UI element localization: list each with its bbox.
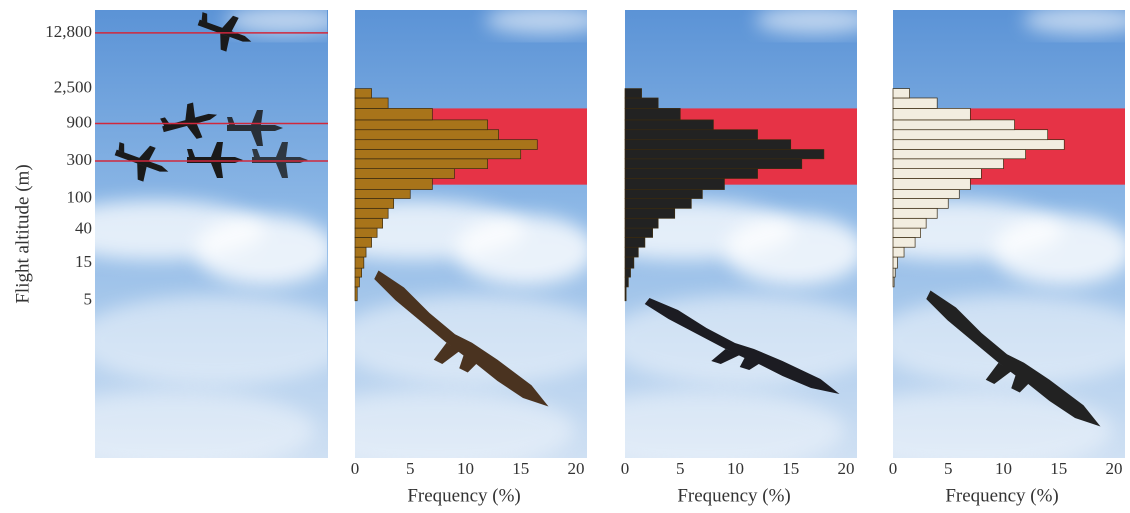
x-tick-label: 20 xyxy=(837,459,854,478)
bar xyxy=(355,268,362,277)
bar xyxy=(625,140,791,150)
bar xyxy=(625,237,645,247)
x-axis-label: Frequency (%) xyxy=(945,485,1058,506)
x-tick-label: 10 xyxy=(457,459,474,478)
bar xyxy=(625,247,638,257)
bar xyxy=(893,247,904,257)
x-tick-label: 5 xyxy=(944,459,953,478)
bar xyxy=(625,228,653,237)
bar xyxy=(625,287,626,301)
bar xyxy=(625,150,824,159)
histogram-panel: 0 5 10 15 20 Frequency (%) xyxy=(833,6,1130,506)
bar xyxy=(625,120,713,130)
y-axis-label: Flight altitude (m) xyxy=(12,164,33,303)
bar xyxy=(893,159,1003,169)
bar xyxy=(893,140,1064,150)
y-tick-label: 100 xyxy=(67,187,93,206)
x-axis-label: Frequency (%) xyxy=(407,485,520,506)
bar xyxy=(893,199,948,209)
x-tick-label: 15 xyxy=(782,459,799,478)
y-tick-label: 40 xyxy=(75,219,92,238)
x-tick-label: 10 xyxy=(727,459,744,478)
bar xyxy=(893,257,897,268)
y-tick-label: 2,500 xyxy=(54,78,92,97)
bar xyxy=(893,190,959,199)
bar xyxy=(893,237,915,247)
bar xyxy=(893,169,981,179)
x-axis-label: Frequency (%) xyxy=(677,485,790,506)
bar xyxy=(625,178,724,189)
x-tick-label: 5 xyxy=(406,459,415,478)
bar xyxy=(625,89,642,98)
bar xyxy=(893,178,970,189)
histogram-panel: 0 5 10 15 20 Frequency (%) xyxy=(565,6,885,506)
bar xyxy=(355,120,488,130)
bar xyxy=(355,190,410,199)
bar xyxy=(355,140,537,150)
bar xyxy=(625,169,758,179)
bar xyxy=(355,98,388,108)
bar xyxy=(355,257,364,268)
x-tick-label: 10 xyxy=(995,459,1012,478)
bar xyxy=(625,218,658,228)
bar xyxy=(355,130,499,140)
bar xyxy=(355,237,372,247)
x-tick-label: 20 xyxy=(1105,459,1122,478)
bar xyxy=(893,218,926,228)
bar xyxy=(893,228,921,237)
bar xyxy=(893,120,1015,130)
x-tick-label: 0 xyxy=(621,459,630,478)
bar xyxy=(893,208,937,218)
bar xyxy=(893,150,1026,159)
bar xyxy=(625,257,634,268)
x-tick-label: 0 xyxy=(889,459,898,478)
x-tick-label: 20 xyxy=(567,459,584,478)
bar xyxy=(893,108,970,119)
bar xyxy=(625,268,631,277)
bar xyxy=(893,268,895,277)
y-tick-label: 12,800 xyxy=(45,22,92,41)
x-tick-label: 15 xyxy=(512,459,529,478)
bar xyxy=(355,287,357,301)
bar xyxy=(625,159,802,169)
bar xyxy=(355,169,454,179)
y-tick-label: 15 xyxy=(75,252,92,271)
bar xyxy=(355,208,388,218)
bar xyxy=(893,89,910,98)
bar xyxy=(355,159,488,169)
x-tick-label: 5 xyxy=(676,459,685,478)
bar xyxy=(355,277,359,287)
y-tick-label: 900 xyxy=(67,112,93,131)
x-tick-label: 15 xyxy=(1050,459,1067,478)
bar xyxy=(625,130,758,140)
bar xyxy=(893,98,937,108)
bar xyxy=(625,190,702,199)
bar xyxy=(355,228,377,237)
x-tick-label: 0 xyxy=(351,459,360,478)
bar xyxy=(625,277,628,287)
bar xyxy=(355,199,394,209)
bar xyxy=(893,130,1048,140)
bar xyxy=(893,277,894,287)
bar xyxy=(355,89,372,98)
bar xyxy=(355,218,383,228)
bar xyxy=(625,199,691,209)
histogram-panel: 0 5 10 15 20 Frequency (%) xyxy=(295,6,615,506)
bar xyxy=(355,108,432,119)
y-tick-label: 5 xyxy=(84,290,93,309)
y-tick-label: 300 xyxy=(67,150,93,169)
bar xyxy=(625,98,658,108)
bar xyxy=(355,150,521,159)
bar xyxy=(355,178,432,189)
bar xyxy=(625,208,675,218)
bar xyxy=(625,108,680,119)
bar xyxy=(355,247,366,257)
figure: Flight altitude (m) 12,8002,500900300100… xyxy=(0,0,1130,513)
aircraft-panel xyxy=(35,6,355,470)
